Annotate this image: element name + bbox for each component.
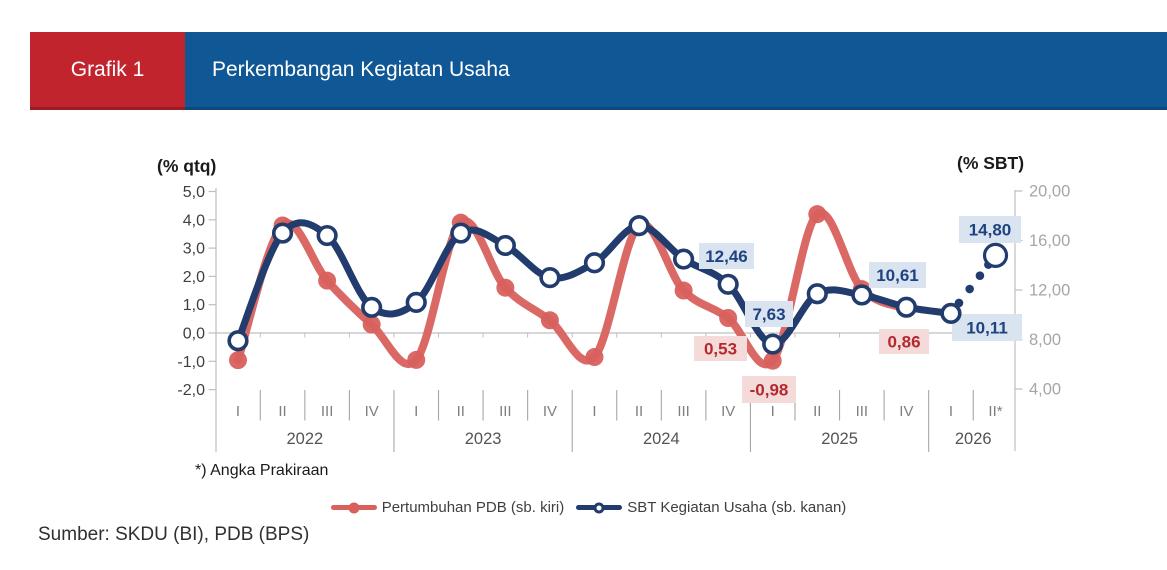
sbt-point-label: 12,46 — [699, 243, 754, 269]
svg-text:III: III — [499, 403, 512, 420]
svg-text:-1,0: -1,0 — [177, 354, 205, 371]
svg-text:IV: IV — [899, 403, 913, 420]
legend-item-pdb: Pertumbuhan PDB (sb. kiri) — [330, 499, 565, 516]
pdb-marker-swatch — [348, 502, 360, 513]
pdb-point-label: 0,86 — [879, 329, 929, 354]
svg-text:10,11: 10,11 — [966, 319, 1008, 338]
sbt-point-label: 10,61 — [869, 262, 926, 288]
svg-text:II: II — [278, 403, 286, 420]
svg-text:I: I — [771, 403, 775, 420]
pdb-line-swatch — [330, 502, 377, 513]
sbt-point-label: 14,80 — [959, 216, 1021, 243]
svg-text:II: II — [457, 403, 465, 420]
svg-text:I: I — [414, 403, 418, 420]
svg-text:IV: IV — [721, 403, 735, 420]
svg-text:2,0: 2,0 — [183, 269, 205, 286]
legend-label-sbt: SBT Kegiatan Usaha (sb. kanan) — [627, 499, 847, 516]
svg-text:0,0: 0,0 — [183, 326, 205, 343]
svg-text:2024: 2024 — [643, 430, 680, 448]
svg-text:II: II — [635, 403, 643, 420]
svg-text:8,00: 8,00 — [1029, 331, 1061, 349]
svg-text:-0,98: -0,98 — [750, 381, 789, 400]
svg-text:I: I — [592, 403, 596, 420]
svg-text:10,61: 10,61 — [876, 266, 919, 285]
sbt-marker-swatch — [593, 502, 605, 513]
svg-text:12,00: 12,00 — [1029, 282, 1070, 300]
svg-text:7,63: 7,63 — [752, 305, 785, 324]
chart-legend: Pertumbuhan PDB (sb. kiri) SBT Kegiatan … — [10, 499, 1167, 516]
svg-text:3,0: 3,0 — [183, 241, 205, 258]
svg-text:4,0: 4,0 — [183, 212, 205, 229]
svg-text:20,00: 20,00 — [1029, 183, 1070, 201]
x-axis: I II III IV I II III IV I II III IV I II III IV I II*2022… — [236, 390, 1003, 452]
figure-tag-label: Grafik 1 — [70, 57, 145, 81]
svg-text:0,53: 0,53 — [704, 340, 737, 359]
sbt-markers — [227, 215, 1009, 355]
figure-title-bar: Perkembangan Kegiatan Usaha — [185, 32, 1167, 110]
svg-text:16,00: 16,00 — [1029, 232, 1070, 250]
sbt-point-label: 7,63 — [745, 301, 793, 327]
svg-text:2026: 2026 — [955, 430, 992, 448]
svg-text:-2,0: -2,0 — [177, 382, 205, 399]
svg-text:2023: 2023 — [465, 430, 502, 448]
point-labels: 12,46 7,63 10,61 10,11 14,80 0,53 -0,98 0,86 — [694, 216, 1022, 403]
svg-text:I: I — [949, 403, 953, 420]
left-axis-title: (% qtq) — [157, 156, 216, 176]
svg-text:0,86: 0,86 — [887, 333, 920, 352]
svg-text:II: II — [813, 403, 821, 420]
sbt-line-swatch — [576, 502, 623, 513]
figure-title: Perkembangan Kegiatan Usaha — [212, 57, 510, 81]
figure-tag: Grafik 1 — [30, 32, 185, 110]
svg-text:14,80: 14,80 — [969, 221, 1012, 240]
legend-item-sbt: SBT Kegiatan Usaha (sb. kanan) — [576, 499, 846, 516]
svg-text:IV: IV — [365, 403, 379, 420]
forecast-footnote: *) Angka Prakiraan — [195, 462, 329, 479]
svg-text:I: I — [236, 403, 240, 420]
pdb-point-label: -0,98 — [742, 376, 796, 403]
svg-text:III: III — [321, 403, 334, 420]
right-axis-title: (% SBT) — [957, 153, 1024, 173]
legend-label-pdb: Pertumbuhan PDB (sb. kiri) — [381, 499, 565, 516]
svg-text:2025: 2025 — [821, 430, 858, 448]
sbt-point-label: 10,11 — [952, 314, 1022, 341]
axes: 5,0 4,0 3,0 2,0 1,0 0,0 -1,0 -2,0 20,00 16,00 12,0… — [157, 153, 1070, 452]
pdb-point-label: 0,53 — [694, 336, 747, 361]
source-line: Sumber: SKDU (BI), PDB (BPS) — [38, 524, 310, 545]
svg-text:12,46: 12,46 — [705, 247, 748, 266]
svg-text:IV: IV — [543, 403, 557, 420]
svg-text:4,00: 4,00 — [1029, 381, 1061, 399]
svg-text:5,0: 5,0 — [183, 184, 205, 201]
svg-text:III: III — [856, 403, 869, 420]
svg-text:II*: II* — [988, 403, 1002, 420]
figure-header: Grafik 1 Perkembangan Kegiatan Usaha — [30, 32, 1167, 110]
sbt-forecast-marker — [982, 242, 1009, 268]
svg-text:1,0: 1,0 — [183, 297, 205, 314]
svg-text:III: III — [677, 403, 690, 420]
svg-text:2022: 2022 — [286, 430, 323, 448]
